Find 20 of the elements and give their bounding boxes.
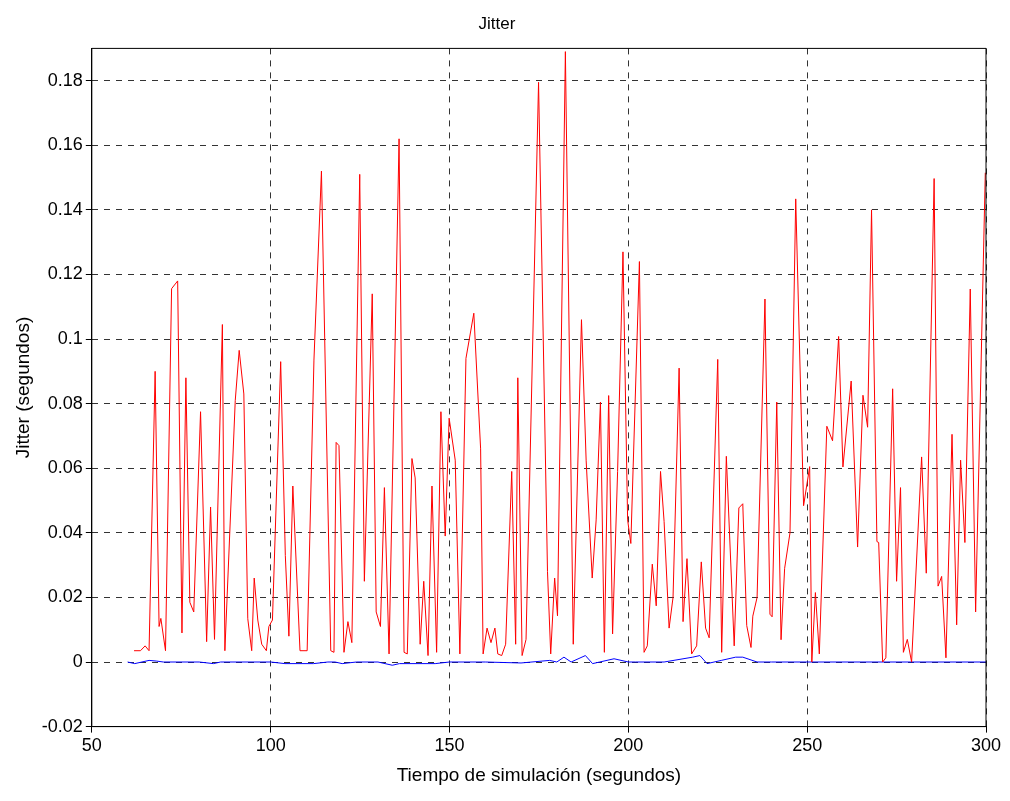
x-axis-title: Tiempo de simulación (segundos) [396,763,682,785]
y-tick-label: 0.04 [47,521,83,542]
y-tick-label: 0.12 [47,263,83,284]
x-tick-label: 100 [255,735,286,756]
y-tick-label: 0.16 [47,134,83,155]
y-tick-label: 0.18 [47,69,83,90]
y-tick-label: 0 [72,650,83,671]
chart-title: Jitter [478,13,516,33]
x-tick-label: 150 [434,735,465,756]
x-tick-label: 250 [792,735,823,756]
y-tick-label: 0.1 [57,328,83,349]
y-axis-title: Jitter (segundos) [11,316,33,459]
y-tick-label: 0.14 [47,198,83,219]
y-tick-label: 0.06 [47,457,83,478]
x-tick-label: 200 [613,735,644,756]
y-tick-label: 0.08 [47,392,83,413]
y-tick-label: -0.02 [41,715,83,736]
x-tick-label: 300 [970,735,1002,756]
x-tick-label: 50 [81,735,102,756]
y-tick-label: 0.02 [47,586,83,607]
